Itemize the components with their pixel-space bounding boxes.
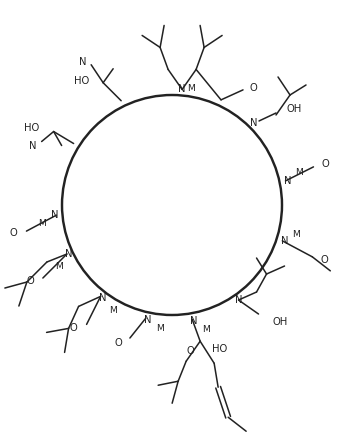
Text: N: N (190, 316, 198, 326)
Text: M: M (55, 261, 63, 271)
Text: O: O (26, 276, 34, 286)
Text: N: N (280, 236, 288, 246)
Text: O: O (322, 159, 329, 169)
Text: OH: OH (286, 104, 301, 114)
Text: N: N (65, 249, 73, 259)
Text: N: N (144, 315, 152, 325)
Text: N: N (250, 118, 258, 128)
Text: M: M (187, 84, 195, 93)
Text: N: N (178, 84, 186, 95)
Text: O: O (70, 323, 78, 334)
Text: HO: HO (212, 344, 227, 354)
Text: N: N (51, 210, 58, 220)
Text: M: M (39, 219, 46, 227)
Text: O: O (114, 338, 122, 348)
Text: N: N (284, 176, 291, 186)
Text: O: O (10, 228, 18, 238)
Text: O: O (186, 346, 194, 356)
Text: HO: HO (24, 122, 40, 132)
Text: O: O (320, 255, 328, 265)
Text: M: M (202, 325, 210, 334)
Text: N: N (79, 57, 86, 67)
Text: OH: OH (272, 317, 288, 327)
Text: N: N (29, 140, 37, 150)
Text: M: M (292, 231, 300, 239)
Text: HO: HO (74, 76, 89, 86)
Text: N: N (99, 293, 106, 304)
Text: O: O (249, 83, 257, 93)
Text: M: M (156, 323, 164, 333)
Text: N: N (235, 295, 242, 305)
Text: M: M (109, 306, 117, 315)
Text: M: M (296, 169, 303, 177)
